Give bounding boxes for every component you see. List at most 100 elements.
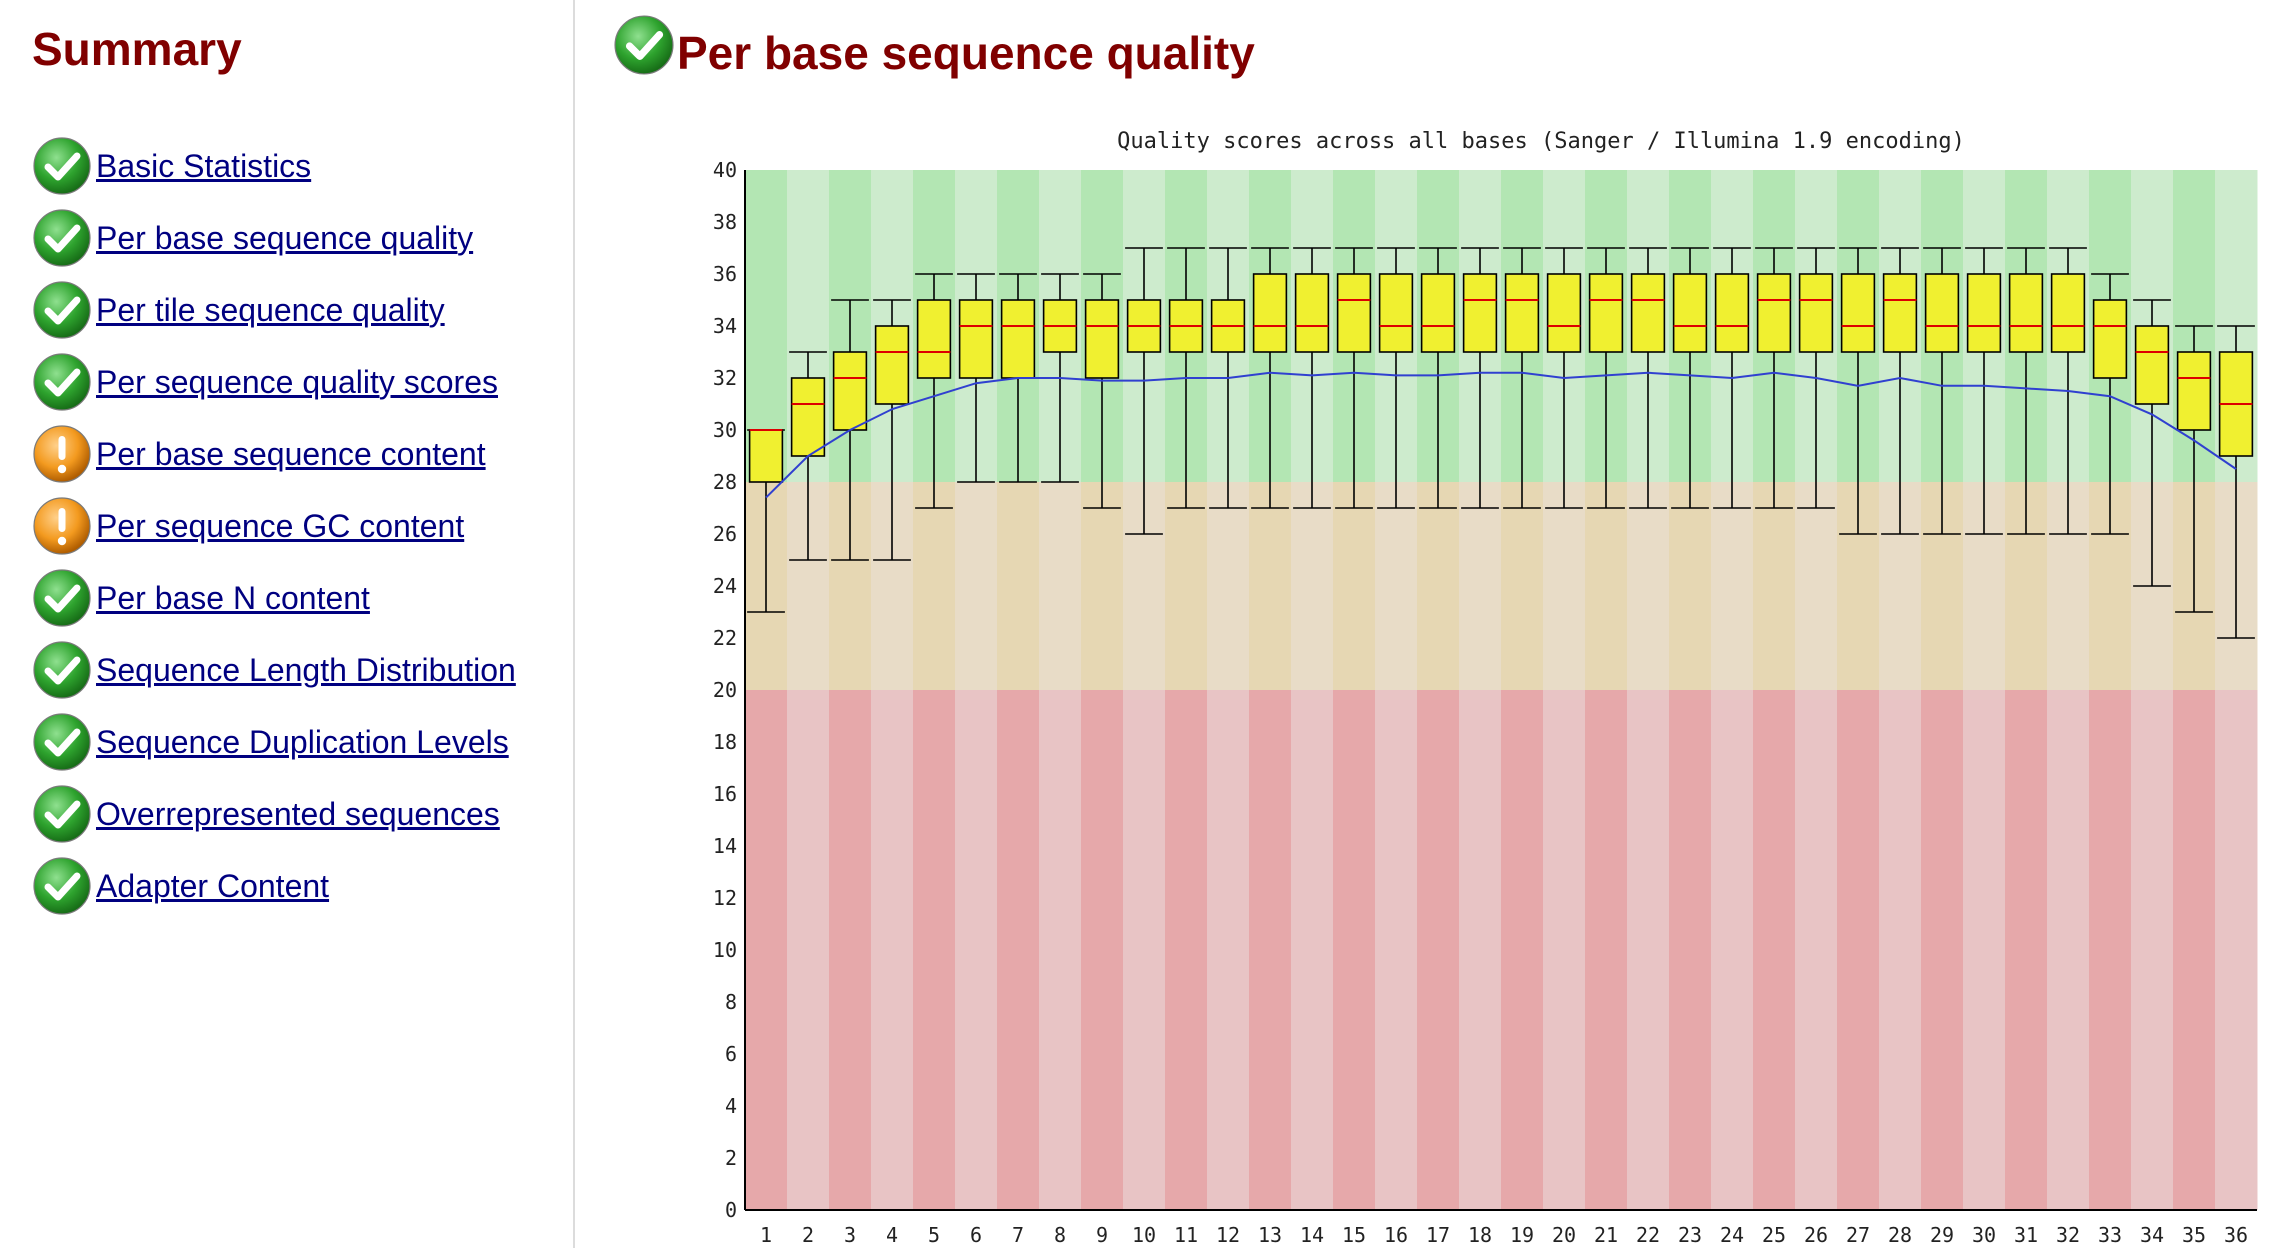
zone-poor-band xyxy=(1669,690,1712,1210)
x-tick-label: 8 xyxy=(1054,1223,1066,1247)
zone-poor-band xyxy=(2131,690,2174,1210)
y-tick-label: 12 xyxy=(713,886,737,910)
iqr-box xyxy=(1630,273,1666,353)
y-tick-label: 8 xyxy=(725,990,737,1014)
module-link[interactable]: Per base sequence content xyxy=(96,435,486,472)
x-tick-label: 34 xyxy=(2140,1223,2164,1247)
summary-heading: Summary xyxy=(32,23,242,75)
zone-poor-band xyxy=(1837,690,1880,1210)
zone-poor-band xyxy=(1711,690,1754,1210)
quality-box xyxy=(2217,325,2255,639)
zone-reasonable-band xyxy=(1501,482,1544,690)
quality-boxplot-chart: Quality scores across all bases (Sanger … xyxy=(713,129,2258,1247)
iqr-box xyxy=(1294,273,1330,353)
module-item: Per sequence GC content xyxy=(32,490,516,562)
iqr-box xyxy=(916,299,952,379)
pass-check-icon xyxy=(32,136,92,196)
quality-box xyxy=(1545,247,1583,509)
zone-poor-band xyxy=(997,690,1040,1210)
iqr-box xyxy=(1798,273,1834,353)
quality-box xyxy=(1419,247,1457,509)
module-link[interactable]: Per base sequence quality xyxy=(96,219,474,256)
module-item: Adapter Content xyxy=(32,850,516,922)
pass-check-icon xyxy=(613,14,675,76)
x-tick-label: 3 xyxy=(844,1223,856,1247)
zone-poor-band xyxy=(1249,690,1292,1210)
iqr-box xyxy=(748,429,784,483)
zone-reasonable-band xyxy=(955,482,998,690)
module-link[interactable]: Per base N content xyxy=(96,579,370,616)
iqr-box xyxy=(958,299,994,379)
quality-box xyxy=(1125,247,1163,535)
zone-reasonable-band xyxy=(997,482,1040,690)
module-link[interactable]: Basic Statistics xyxy=(96,147,312,184)
quality-box xyxy=(1503,247,1541,509)
x-tick-label: 29 xyxy=(1930,1223,1954,1247)
y-tick-label: 6 xyxy=(725,1042,737,1066)
warning-icon xyxy=(32,496,92,556)
zone-reasonable-band xyxy=(1711,482,1754,690)
zone-reasonable-band xyxy=(1753,482,1796,690)
module-list: Basic Statistics Per base sequence qualit… xyxy=(32,130,516,922)
quality-box xyxy=(1587,247,1625,509)
iqr-box xyxy=(2092,299,2128,379)
quality-box xyxy=(957,273,995,483)
zone-poor-band xyxy=(1081,690,1124,1210)
zone-poor-band xyxy=(1039,690,1082,1210)
module-detail-panel: Per base sequence quality Quality scores… xyxy=(577,0,2278,1248)
quality-box xyxy=(2091,273,2129,535)
chart-title: Quality scores across all bases (Sanger … xyxy=(1117,129,1965,154)
x-tick-label: 20 xyxy=(1552,1223,1576,1247)
quality-box xyxy=(789,351,827,561)
quality-box xyxy=(1965,247,2003,535)
module-link[interactable]: Per tile sequence quality xyxy=(96,291,445,328)
quality-box xyxy=(1293,247,1331,509)
iqr-box xyxy=(1252,273,1288,353)
quality-box xyxy=(1167,247,1205,509)
x-tick-label: 35 xyxy=(2182,1223,2206,1247)
iqr-box xyxy=(874,325,910,405)
zone-reasonable-band xyxy=(1165,482,1208,690)
x-tick-label: 5 xyxy=(928,1223,940,1247)
module-link[interactable]: Sequence Duplication Levels xyxy=(96,723,509,760)
x-tick-label: 23 xyxy=(1678,1223,1702,1247)
module-item: Per base sequence quality xyxy=(32,202,516,274)
quality-box xyxy=(1209,247,1247,509)
zone-poor-band xyxy=(1417,690,1460,1210)
x-tick-label: 13 xyxy=(1258,1223,1282,1247)
y-tick-label: 22 xyxy=(713,626,737,650)
x-tick-label: 6 xyxy=(970,1223,982,1247)
zone-reasonable-band xyxy=(1333,482,1376,690)
zone-reasonable-band xyxy=(1585,482,1628,690)
module-title: Per base sequence quality xyxy=(677,27,1255,79)
x-tick-label: 9 xyxy=(1096,1223,1108,1247)
x-tick-label: 21 xyxy=(1594,1223,1618,1247)
pass-check-icon xyxy=(32,568,92,628)
y-tick-label: 32 xyxy=(713,366,737,390)
module-link[interactable]: Adapter Content xyxy=(96,867,330,904)
y-tick-label: 28 xyxy=(713,470,737,494)
y-tick-label: 30 xyxy=(713,418,737,442)
quality-box xyxy=(1755,247,1793,509)
iqr-box xyxy=(2050,273,2086,353)
zone-poor-band xyxy=(2047,690,2090,1210)
zone-poor-band xyxy=(1501,690,1544,1210)
module-link[interactable]: Overrepresented sequences xyxy=(96,795,500,832)
module-link[interactable]: Per sequence GC content xyxy=(96,507,465,544)
module-link[interactable]: Per sequence quality scores xyxy=(96,363,498,400)
quality-box xyxy=(1881,247,1919,535)
quality-box xyxy=(1923,247,1961,535)
zone-poor-band xyxy=(787,690,830,1210)
module-link[interactable]: Sequence Length Distribution xyxy=(96,651,516,688)
zone-poor-band xyxy=(2089,690,2132,1210)
quality-box xyxy=(1461,247,1499,509)
pass-check-icon xyxy=(32,784,92,844)
y-tick-label: 0 xyxy=(725,1198,737,1222)
x-tick-label: 14 xyxy=(1300,1223,1324,1247)
y-tick-label: 18 xyxy=(713,730,737,754)
quality-box xyxy=(2049,247,2087,535)
module-item: Per base N content xyxy=(32,562,516,634)
iqr-box xyxy=(1546,273,1582,353)
iqr-box xyxy=(1882,273,1918,353)
